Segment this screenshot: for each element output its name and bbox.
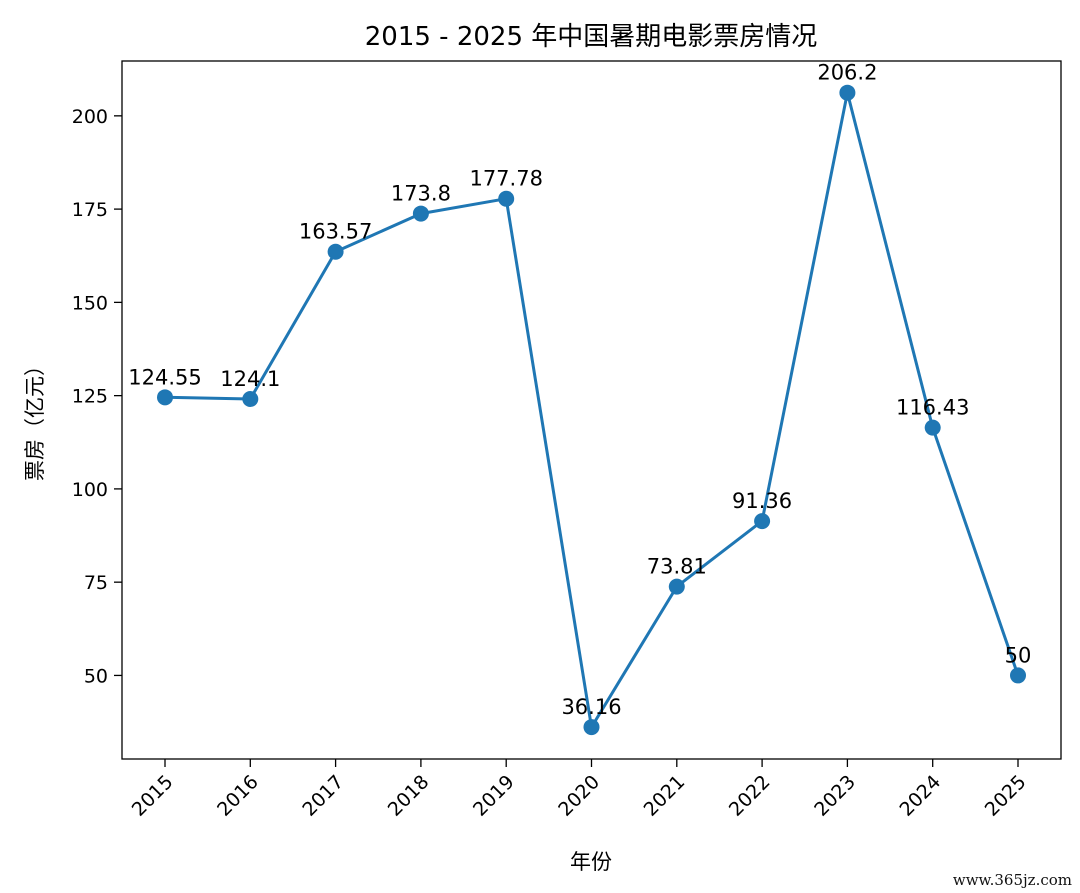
data-point bbox=[754, 513, 771, 530]
x-tick-label: 2020 bbox=[554, 771, 604, 821]
data-label: 177.78 bbox=[469, 167, 542, 191]
data-point bbox=[498, 190, 515, 207]
data-point bbox=[839, 84, 856, 101]
data-label: 50 bbox=[1005, 643, 1032, 667]
x-tick-label: 2024 bbox=[895, 771, 945, 821]
data-point bbox=[1010, 667, 1026, 684]
data-labels: 124.55 124.1 163.57 173.8 177.78 36.16 73.81 91… bbox=[128, 61, 1031, 719]
y-axis: 50 75 100 125 150 175 200 bbox=[72, 106, 122, 687]
x-axis: 2015 2016 2017 2018 2019 2020 2021 2022 2023 2024… bbox=[128, 759, 1031, 821]
x-tick-label: 2022 bbox=[725, 771, 775, 821]
y-tick-label: 175 bbox=[72, 199, 108, 221]
chart-title: 2015 - 2025 年中国暑期电影票房情况 bbox=[365, 22, 818, 52]
data-point bbox=[668, 578, 685, 595]
data-point bbox=[242, 390, 259, 407]
data-point bbox=[412, 205, 429, 222]
data-point bbox=[924, 419, 941, 436]
y-tick-label: 200 bbox=[72, 106, 108, 128]
data-label: 124.1 bbox=[220, 367, 280, 391]
x-axis-label: 年份 bbox=[570, 850, 612, 874]
y-tick-label: 75 bbox=[84, 572, 108, 594]
data-label: 173.8 bbox=[391, 182, 451, 206]
x-tick-label: 2023 bbox=[810, 771, 860, 821]
watermark-text: www.365jz.com bbox=[953, 871, 1072, 889]
data-label: 124.55 bbox=[128, 365, 201, 389]
x-tick-label: 2018 bbox=[384, 771, 434, 821]
data-points bbox=[157, 84, 1026, 736]
data-label: 206.2 bbox=[817, 61, 877, 85]
y-tick-label: 50 bbox=[84, 665, 108, 687]
data-label: 163.57 bbox=[299, 220, 372, 244]
data-label: 73.81 bbox=[647, 555, 707, 579]
data-point bbox=[157, 389, 173, 406]
series-line bbox=[164, 91, 1020, 729]
data-point bbox=[327, 243, 344, 260]
x-tick-label: 2017 bbox=[298, 771, 348, 821]
x-tick-label: 2021 bbox=[640, 771, 690, 821]
y-axis-label: 票房（亿元） bbox=[23, 355, 47, 481]
y-tick-label: 125 bbox=[72, 386, 108, 408]
x-tick-label: 2025 bbox=[981, 771, 1031, 821]
y-tick-label: 100 bbox=[72, 479, 108, 501]
data-point bbox=[583, 719, 600, 736]
x-tick-label: 2016 bbox=[213, 771, 263, 821]
x-tick-label: 2019 bbox=[469, 771, 519, 821]
x-tick-label: 2015 bbox=[128, 771, 178, 821]
y-tick-label: 150 bbox=[72, 292, 108, 314]
data-label: 91.36 bbox=[732, 489, 792, 513]
data-label: 36.16 bbox=[561, 695, 621, 719]
data-label: 116.43 bbox=[896, 396, 969, 420]
